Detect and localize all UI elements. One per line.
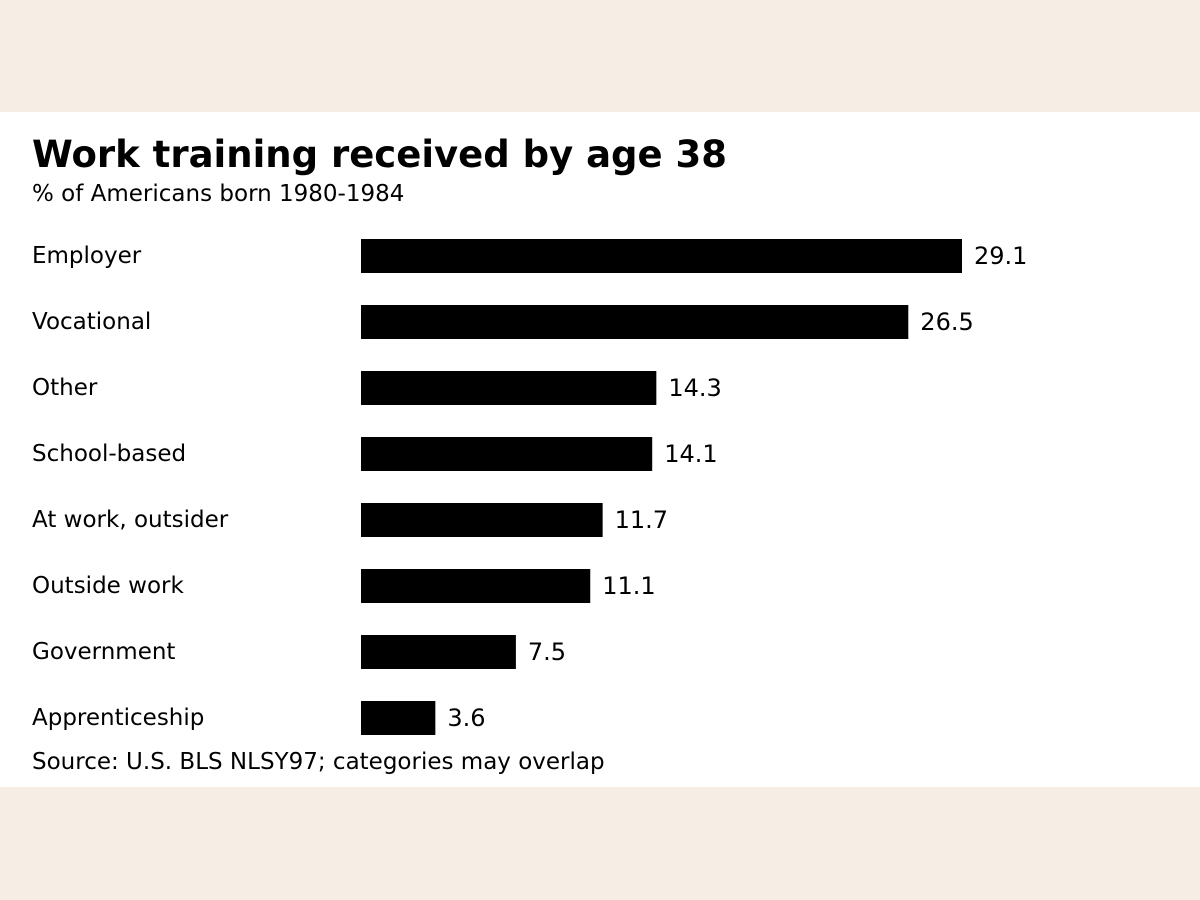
bar — [361, 569, 591, 603]
category-label: At work, outsider — [32, 507, 229, 533]
category-label: Government — [32, 639, 175, 665]
bar-value-label: 7.5 — [528, 638, 566, 666]
bar-chart: Employer 29.1 Vocational 26.5 Other 14.3 Schoo… — [32, 239, 1027, 735]
category-label: Employer — [32, 243, 142, 269]
bar — [361, 437, 653, 471]
chart-source-note: Source: U.S. BLS NLSY97; categories may … — [32, 749, 605, 775]
bar — [361, 305, 909, 339]
bar — [361, 371, 657, 405]
bar-value-label: 11.1 — [602, 572, 655, 600]
bar-value-label: 26.5 — [920, 308, 973, 336]
bar-value-label: 11.7 — [615, 506, 668, 534]
bottom-background-band — [0, 787, 1200, 900]
category-label: Apprenticeship — [32, 705, 204, 731]
category-label: Outside work — [32, 573, 184, 599]
category-label: School-based — [32, 441, 186, 467]
top-background-band — [0, 0, 1200, 112]
bar — [361, 239, 962, 273]
bar-value-label: 14.1 — [664, 440, 717, 468]
category-label: Vocational — [32, 309, 151, 335]
bar-value-label: 3.6 — [447, 704, 485, 732]
chart-title: Work training received by age 38 — [32, 133, 727, 176]
category-label: Other — [32, 375, 98, 401]
bar-value-label: 29.1 — [974, 242, 1027, 270]
bar — [361, 503, 603, 537]
bar — [361, 635, 516, 669]
chart-subtitle: % of Americans born 1980-1984 — [32, 181, 405, 207]
chart-card: Work training received by age 38 % of Am… — [0, 112, 1200, 787]
bar-value-label: 14.3 — [668, 374, 721, 402]
bar — [361, 701, 436, 735]
